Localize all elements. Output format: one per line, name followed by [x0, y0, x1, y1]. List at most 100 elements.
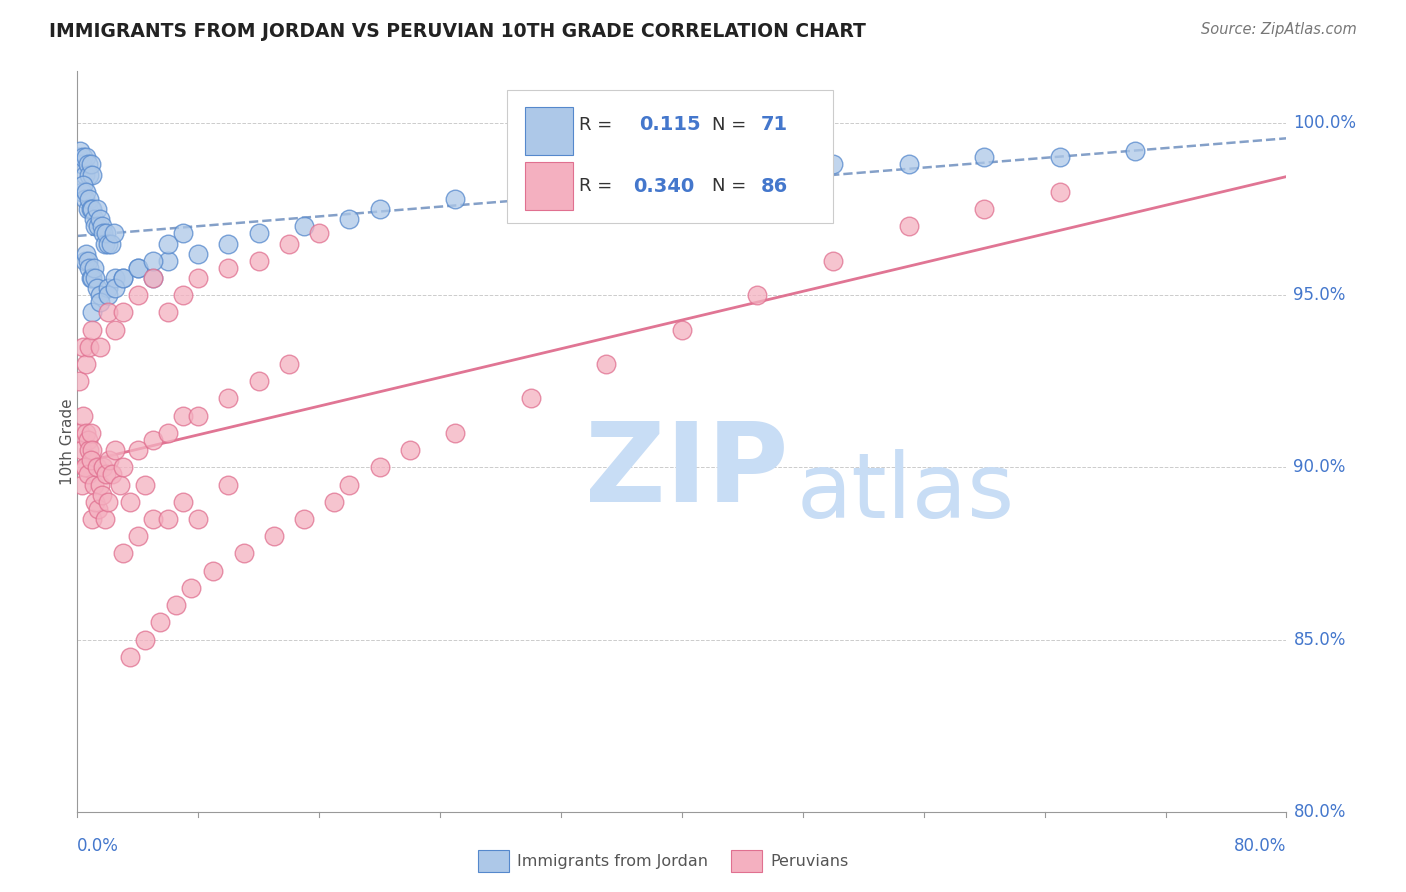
Point — [339, 477, 360, 491]
Text: 100.0%: 100.0% — [1294, 114, 1357, 132]
Point — [218, 236, 240, 251]
Point — [120, 495, 142, 509]
Point — [73, 460, 96, 475]
Point — [83, 477, 105, 491]
Point — [142, 512, 165, 526]
Point — [120, 649, 142, 664]
Point — [98, 453, 121, 467]
Point — [111, 271, 134, 285]
Point — [80, 202, 103, 216]
Point — [94, 467, 117, 482]
Text: R =: R = — [579, 178, 619, 195]
Point — [90, 219, 112, 234]
Point — [339, 212, 360, 227]
Point — [72, 340, 94, 354]
Point — [897, 219, 920, 234]
Point — [73, 253, 96, 268]
Point — [96, 305, 118, 319]
Point — [218, 260, 240, 275]
Point — [80, 425, 103, 440]
Point — [67, 374, 90, 388]
Point — [82, 168, 104, 182]
FancyBboxPatch shape — [524, 161, 574, 210]
Point — [1125, 144, 1147, 158]
Point — [86, 460, 108, 475]
Point — [595, 178, 617, 192]
Point — [75, 185, 97, 199]
Point — [70, 477, 93, 491]
Point — [77, 467, 100, 482]
Point — [89, 295, 111, 310]
Point — [278, 357, 301, 371]
Point — [94, 226, 117, 240]
Point — [104, 281, 127, 295]
Point — [96, 495, 118, 509]
Point — [100, 236, 122, 251]
Point — [292, 219, 315, 234]
Point — [247, 253, 270, 268]
Point — [84, 495, 107, 509]
Text: 80.0%: 80.0% — [1234, 837, 1286, 855]
Y-axis label: 10th Grade: 10th Grade — [59, 398, 75, 485]
Point — [142, 271, 165, 285]
Text: IMMIGRANTS FROM JORDAN VS PERUVIAN 10TH GRADE CORRELATION CHART: IMMIGRANTS FROM JORDAN VS PERUVIAN 10TH … — [49, 22, 866, 41]
Point — [142, 253, 165, 268]
Text: 90.0%: 90.0% — [1294, 458, 1346, 476]
Text: 80.0%: 80.0% — [1294, 803, 1346, 821]
Point — [77, 253, 100, 268]
Point — [73, 460, 96, 475]
Point — [520, 185, 543, 199]
Point — [86, 202, 108, 216]
Point — [111, 305, 134, 319]
Point — [111, 460, 134, 475]
Text: 85.0%: 85.0% — [1294, 631, 1346, 648]
Point — [83, 212, 105, 227]
Point — [821, 157, 844, 171]
Point — [93, 512, 115, 526]
Point — [96, 281, 118, 295]
Point — [263, 529, 285, 543]
Point — [172, 495, 194, 509]
Point — [93, 236, 115, 251]
Text: 0.340: 0.340 — [634, 177, 695, 195]
Point — [187, 247, 209, 261]
Point — [79, 192, 101, 206]
Point — [69, 144, 91, 158]
Point — [671, 323, 693, 337]
Point — [172, 288, 194, 302]
Point — [187, 512, 209, 526]
Point — [1049, 185, 1071, 199]
Point — [747, 168, 769, 182]
Text: 0.0%: 0.0% — [77, 837, 120, 855]
Point — [70, 443, 93, 458]
Point — [202, 564, 225, 578]
Point — [973, 202, 995, 216]
Point — [90, 488, 112, 502]
Point — [165, 598, 187, 612]
Point — [103, 226, 125, 240]
Point — [127, 443, 149, 458]
Point — [67, 151, 90, 165]
Point — [84, 219, 107, 234]
Point — [323, 495, 346, 509]
Point — [399, 443, 422, 458]
Point — [72, 178, 94, 192]
Point — [80, 271, 103, 285]
Point — [73, 192, 96, 206]
Point — [79, 260, 101, 275]
Point — [89, 340, 111, 354]
Point — [96, 288, 118, 302]
Point — [104, 443, 127, 458]
Point — [77, 202, 100, 216]
Text: N =: N = — [713, 178, 752, 195]
Point — [973, 151, 995, 165]
Point — [89, 477, 111, 491]
Point — [127, 529, 149, 543]
Point — [187, 271, 209, 285]
Point — [77, 157, 100, 171]
Point — [218, 392, 240, 406]
Point — [180, 581, 202, 595]
Point — [897, 157, 920, 171]
Point — [87, 501, 110, 516]
Point — [368, 202, 391, 216]
